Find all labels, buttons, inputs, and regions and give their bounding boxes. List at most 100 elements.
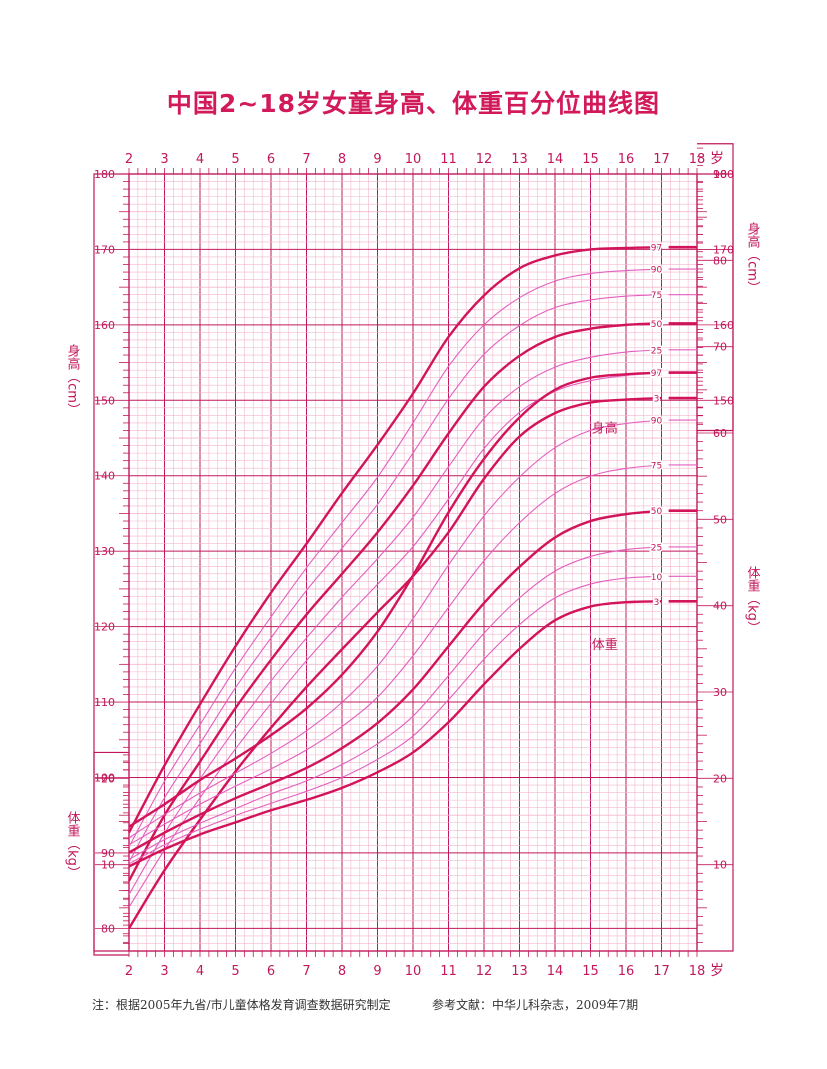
x-tick-label-top: 15 <box>582 152 599 167</box>
x-tick-label-top: 11 <box>440 152 457 167</box>
height-tick-label-right: 160 <box>713 319 734 332</box>
height-curve-p3 <box>127 396 662 929</box>
x-unit-label-top: 岁 <box>710 151 724 167</box>
weight-region-label: 体重 <box>592 637 618 653</box>
footnote-reference: 参考文献：中华儿科杂志，2009年7期 <box>432 998 639 1012</box>
grid <box>128 173 698 952</box>
height-axis-label-left: 身高（cm） <box>65 344 81 416</box>
x-tick-label-top: 12 <box>476 152 493 167</box>
weight-percentile-label: 3 <box>654 598 660 608</box>
x-tick-label-bottom: 18 <box>689 964 706 979</box>
height-tick-label-left: 100 <box>94 771 115 784</box>
x-tick-label-top: 14 <box>547 152 564 167</box>
x-tick-label-top: 16 <box>618 152 635 167</box>
height-percentile-label: 25 <box>651 346 662 356</box>
height-curve-p75 <box>128 294 662 863</box>
height-curve-p25 <box>128 349 662 895</box>
weight-axis-label-left: 体重（kg） <box>65 811 81 879</box>
weight-curve-p50 <box>128 509 662 854</box>
weight-curve-p90 <box>128 419 662 839</box>
height-tick-label-left: 130 <box>94 545 115 558</box>
weight-tick-label-right: 60 <box>713 427 727 440</box>
height-tick-label-right: 150 <box>713 394 734 407</box>
height-tick-label-right: 170 <box>713 243 734 256</box>
height-percentile-label: 97 <box>651 244 662 254</box>
weight-tick-label-left: 10 <box>101 859 115 872</box>
curve-labels: 3 10 25 50 75 90 97 3 10 25 50 75 90 97 <box>649 242 664 609</box>
weight-tick-label-right: 30 <box>713 686 727 699</box>
height-tick-label-left: 120 <box>94 621 115 634</box>
x-tick-label-bottom: 15 <box>582 964 599 979</box>
height-percentile-label: 3 <box>654 395 660 405</box>
height-tick-label-left: 170 <box>94 243 115 256</box>
x-unit-label-bottom: 岁 <box>710 963 724 979</box>
height-tick-label-left: 150 <box>94 394 115 407</box>
x-tick-label-top: 18 <box>689 152 706 167</box>
x-tick-label-bottom: 17 <box>653 964 670 979</box>
height-axis-label-right: 身高（cm） <box>745 222 761 294</box>
x-tick-label-bottom: 6 <box>267 964 275 979</box>
weight-tick-label-right: 40 <box>713 600 727 613</box>
x-tick-label-bottom: 10 <box>405 964 422 979</box>
weight-tick-label-right: 70 <box>713 341 727 354</box>
weight-percentile-label: 90 <box>651 417 663 427</box>
height-curve-p50 <box>127 322 662 882</box>
x-tick-label-top: 9 <box>373 152 381 167</box>
x-tick-label-bottom: 9 <box>373 964 381 979</box>
weight-tick-label-right: 10 <box>713 859 727 872</box>
height-tick-label-left: 80 <box>101 922 115 935</box>
percentile-curves <box>127 245 697 929</box>
height-percentile-label: 75 <box>651 291 662 301</box>
weight-percentile-label: 97 <box>651 369 662 379</box>
height-tick-label-left: 180 <box>94 168 115 181</box>
weight-curve-p10 <box>128 575 662 865</box>
weight-curve-p3 <box>128 600 662 868</box>
weight-percentile-label: 50 <box>651 507 663 517</box>
height-curve-p10 <box>128 372 662 908</box>
height-tick-label-left: 160 <box>94 319 115 332</box>
height-tick-label-right: 180 <box>713 168 734 181</box>
x-tick-label-top: 7 <box>302 152 310 167</box>
x-tick-label-bottom: 4 <box>196 964 204 979</box>
x-tick-label-bottom: 3 <box>160 964 168 979</box>
x-tick-label-top: 3 <box>160 152 168 167</box>
weight-tick-label-right: 90 <box>713 168 727 181</box>
x-tick-label-bottom: 12 <box>476 964 493 979</box>
weight-percentile-label: 75 <box>651 461 662 471</box>
x-tick-label-top: 17 <box>653 152 670 167</box>
weight-curve-p75 <box>128 464 662 846</box>
weight-percentile-label: 25 <box>651 543 662 553</box>
weight-percentile-label: 10 <box>651 573 663 583</box>
height-tick-label-left: 110 <box>94 696 115 709</box>
x-tick-label-top: 8 <box>338 152 346 167</box>
weight-axis-label-right: 体重（kg） <box>745 566 761 634</box>
weight-tick-label-left: 20 <box>101 772 115 785</box>
weight-tick-label-right: 50 <box>713 513 727 526</box>
axis-frame <box>93 143 734 957</box>
x-tick-label-bottom: 8 <box>338 964 346 979</box>
height-percentile-label: 50 <box>651 320 663 330</box>
x-tick-label-top: 2 <box>125 152 133 167</box>
height-region-label: 身高 <box>592 421 618 437</box>
weight-tick-label-right: 20 <box>713 772 727 785</box>
x-tick-label-top: 6 <box>267 152 275 167</box>
x-tick-label-top: 10 <box>405 152 422 167</box>
height-percentile-label: 90 <box>651 266 663 276</box>
weight-curve-p97 <box>128 371 662 828</box>
x-tick-label-bottom: 2 <box>125 964 133 979</box>
x-tick-label-bottom: 13 <box>511 964 528 979</box>
x-tick-label-bottom: 14 <box>547 964 564 979</box>
height-percentile-label: 10 <box>651 370 663 380</box>
tick-labels: 2 2 3 3 4 4 5 5 6 6 7 7 8 8 9 9 10 10 11 11 12 12 13 13 14 14 15 15… <box>94 151 734 979</box>
height-curve-p90 <box>128 268 662 848</box>
x-tick-label-bottom: 7 <box>302 964 310 979</box>
x-tick-label-bottom: 16 <box>618 964 635 979</box>
footnote-source: 注：根据2005年九省/市儿童体格发育调查数据研究制定 <box>92 998 391 1012</box>
height-tick-label-left: 140 <box>94 470 115 483</box>
x-tick-label-bottom: 11 <box>440 964 457 979</box>
x-tick-label-top: 13 <box>511 152 528 167</box>
height-curve-p97 <box>127 245 662 834</box>
x-tick-label-bottom: 5 <box>231 964 239 979</box>
weight-tick-label-right: 80 <box>713 254 727 267</box>
